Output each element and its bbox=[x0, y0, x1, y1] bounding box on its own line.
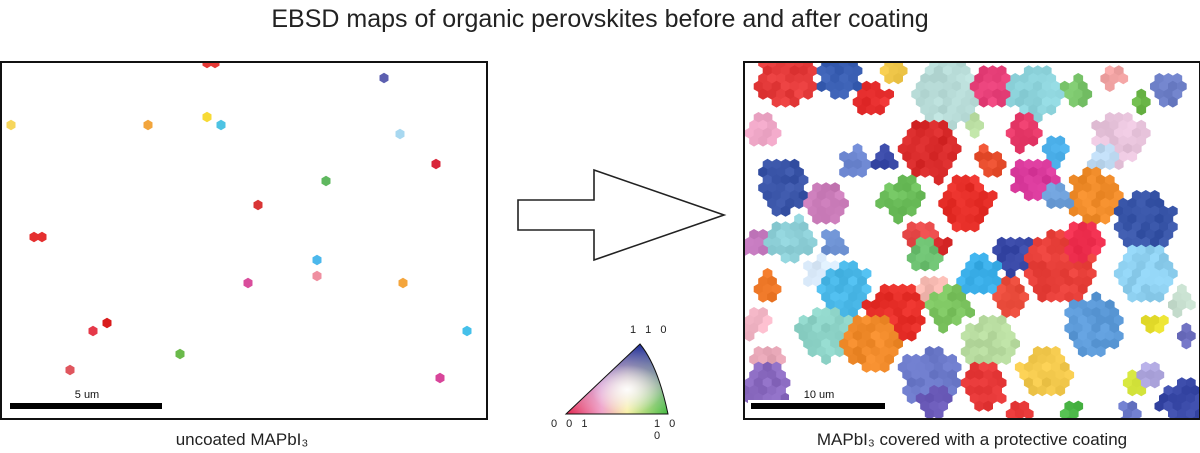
right-arrow-icon bbox=[517, 168, 727, 262]
grain-18 bbox=[175, 348, 185, 360]
grain-3 bbox=[143, 119, 153, 131]
grain-21 bbox=[803, 182, 849, 225]
grain-6 bbox=[395, 128, 405, 140]
grain-8 bbox=[1150, 73, 1187, 108]
grain-25 bbox=[938, 174, 998, 233]
grain-44 bbox=[915, 275, 948, 303]
grain-29 bbox=[762, 213, 818, 264]
figure-title: EBSD maps of organic perovskites before … bbox=[271, 5, 929, 33]
grain-58 bbox=[960, 361, 1007, 412]
grain-17 bbox=[462, 325, 472, 337]
grain-28 bbox=[1113, 190, 1178, 256]
grain-8 bbox=[321, 175, 331, 187]
grain-49 bbox=[745, 307, 773, 342]
caption-coated: MAPbI₃ covered with a protective coating bbox=[816, 430, 1128, 449]
grain-9 bbox=[852, 80, 894, 116]
grain-5 bbox=[1005, 65, 1066, 124]
grain-48 bbox=[794, 307, 854, 365]
grain-31 bbox=[821, 229, 849, 256]
grain-65 bbox=[1005, 400, 1034, 418]
scale-bar-5um bbox=[10, 403, 162, 409]
grain-0 bbox=[753, 63, 818, 108]
grain-45 bbox=[924, 283, 975, 334]
grain-33 bbox=[906, 236, 948, 272]
grain-66 bbox=[1118, 400, 1142, 418]
grain-20 bbox=[758, 158, 809, 217]
grain-14 bbox=[398, 277, 408, 289]
grain-17 bbox=[839, 143, 872, 178]
grain-37 bbox=[1064, 221, 1106, 264]
grain-11 bbox=[745, 112, 782, 147]
grain-15 bbox=[88, 325, 98, 337]
grain-51 bbox=[1064, 291, 1124, 358]
grain-41 bbox=[753, 268, 782, 303]
grain-15 bbox=[1091, 112, 1151, 170]
grain-62 bbox=[1136, 361, 1165, 389]
scale-bar-10um bbox=[751, 403, 885, 409]
grain-7 bbox=[1100, 65, 1129, 92]
grain-63 bbox=[1154, 377, 1199, 418]
grain-19 bbox=[1086, 143, 1120, 170]
caption-uncoated: uncoated MAPbI₃ bbox=[175, 430, 309, 449]
grain-4 bbox=[202, 111, 212, 123]
grain-2 bbox=[879, 63, 908, 85]
grain-35 bbox=[992, 236, 1034, 280]
grain-34 bbox=[933, 236, 953, 256]
grain-1 bbox=[816, 63, 863, 100]
grain-7 bbox=[431, 158, 441, 170]
grain-39 bbox=[956, 252, 1002, 295]
grain-52 bbox=[1140, 314, 1169, 334]
grain-56 bbox=[745, 361, 791, 412]
legend-label-100: 1 0 0 bbox=[654, 418, 679, 442]
grain-23 bbox=[974, 143, 1007, 178]
scale-bar-label-right: 10 um bbox=[789, 389, 849, 401]
grain-1 bbox=[379, 72, 389, 84]
grain-14 bbox=[1005, 112, 1043, 155]
grain-47 bbox=[1168, 283, 1196, 319]
grain-53 bbox=[1177, 322, 1196, 350]
grain-59 bbox=[1014, 346, 1075, 397]
grain-50 bbox=[960, 314, 1020, 373]
grain-18 bbox=[870, 143, 899, 170]
uncoated-grain-map bbox=[6, 63, 472, 384]
grain-24 bbox=[1010, 158, 1061, 202]
grain-16 bbox=[102, 317, 112, 329]
grain-6 bbox=[1059, 73, 1093, 108]
grain-19 bbox=[65, 364, 75, 376]
coated-grain-map bbox=[745, 63, 1199, 418]
ipf-color-triangle bbox=[564, 343, 669, 415]
grain-11 bbox=[312, 254, 322, 266]
grain-12 bbox=[897, 119, 962, 186]
grain-13 bbox=[965, 112, 984, 139]
grain-5 bbox=[216, 119, 226, 131]
grain-10 bbox=[29, 231, 47, 243]
grain-9 bbox=[253, 199, 263, 211]
coated-ebsd-map: 10 um bbox=[743, 61, 1200, 420]
grain-38 bbox=[1113, 244, 1178, 303]
grain-30 bbox=[745, 229, 768, 256]
legend-label-110: 1 1 0 bbox=[630, 324, 670, 336]
grain-46 bbox=[992, 275, 1030, 319]
grain-16 bbox=[1041, 135, 1070, 170]
uncoated-ebsd-map: 5 um bbox=[0, 61, 488, 420]
grain-2 bbox=[6, 119, 16, 131]
inverse-pole-figure-legend: 1 1 0 0 0 1 1 0 0 bbox=[548, 316, 688, 442]
scale-bar-label-left: 5 um bbox=[74, 389, 100, 401]
grain-4 bbox=[969, 65, 1016, 108]
grain-10 bbox=[1131, 88, 1151, 116]
grain-12 bbox=[312, 270, 322, 282]
grain-3 bbox=[911, 63, 984, 131]
grain-26 bbox=[1064, 166, 1124, 225]
grain-20 bbox=[435, 372, 445, 384]
grain-0 bbox=[202, 63, 220, 69]
grain-13 bbox=[243, 277, 253, 289]
grain-54 bbox=[839, 314, 903, 373]
grain-22 bbox=[875, 174, 926, 225]
grain-27 bbox=[1041, 182, 1075, 209]
grain-64 bbox=[1059, 400, 1084, 418]
grain-60 bbox=[915, 385, 953, 418]
legend-label-001: 0 0 1 bbox=[551, 418, 591, 430]
